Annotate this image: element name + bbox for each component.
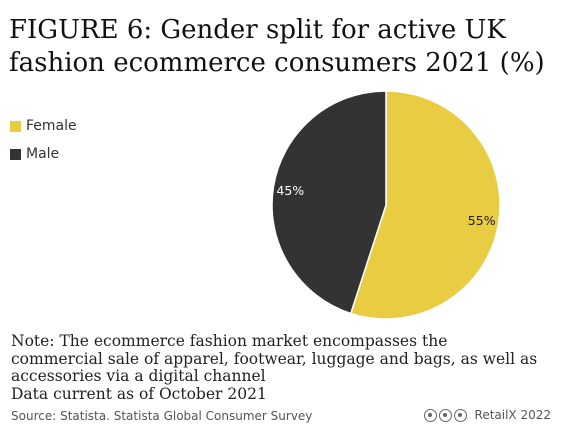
note-line: Note: The ecommerce fashion market encom… bbox=[11, 332, 448, 350]
attribution-icon bbox=[438, 408, 452, 422]
legend-item-male: Male bbox=[10, 140, 77, 168]
legend-item-female: Female bbox=[10, 112, 77, 140]
cc-icon bbox=[423, 408, 437, 422]
no-derivatives-icon bbox=[453, 408, 467, 422]
note-line: commercial sale of apparel, footwear, lu… bbox=[11, 349, 538, 368]
creative-commons-icon bbox=[423, 408, 469, 422]
legend-swatch-female bbox=[10, 120, 21, 132]
note-line: accessories via a digital channel bbox=[11, 367, 266, 385]
legend-label-female: Female bbox=[26, 118, 77, 134]
pie-label-female: 55% bbox=[468, 213, 496, 228]
chart-title: FIGURE 6: Gender split for active UK fas… bbox=[9, 15, 545, 78]
pie-label-male: 45% bbox=[276, 183, 304, 198]
credit-label: RetailX 2022 bbox=[474, 408, 551, 422]
pie-slice-male bbox=[271, 90, 387, 315]
legend-label-male: Male bbox=[26, 146, 60, 162]
pie-slice-female bbox=[349, 90, 501, 320]
note-line: Data current as of October 2021 bbox=[11, 384, 267, 403]
credit: RetailX 2022 bbox=[423, 408, 551, 422]
source-text: Source: Statista. Statista Global Consum… bbox=[11, 409, 313, 423]
chart-note: Note: The ecommerce fashion market encom… bbox=[11, 332, 561, 403]
legend-swatch-male bbox=[10, 148, 21, 160]
legend: Female Male bbox=[10, 112, 77, 168]
